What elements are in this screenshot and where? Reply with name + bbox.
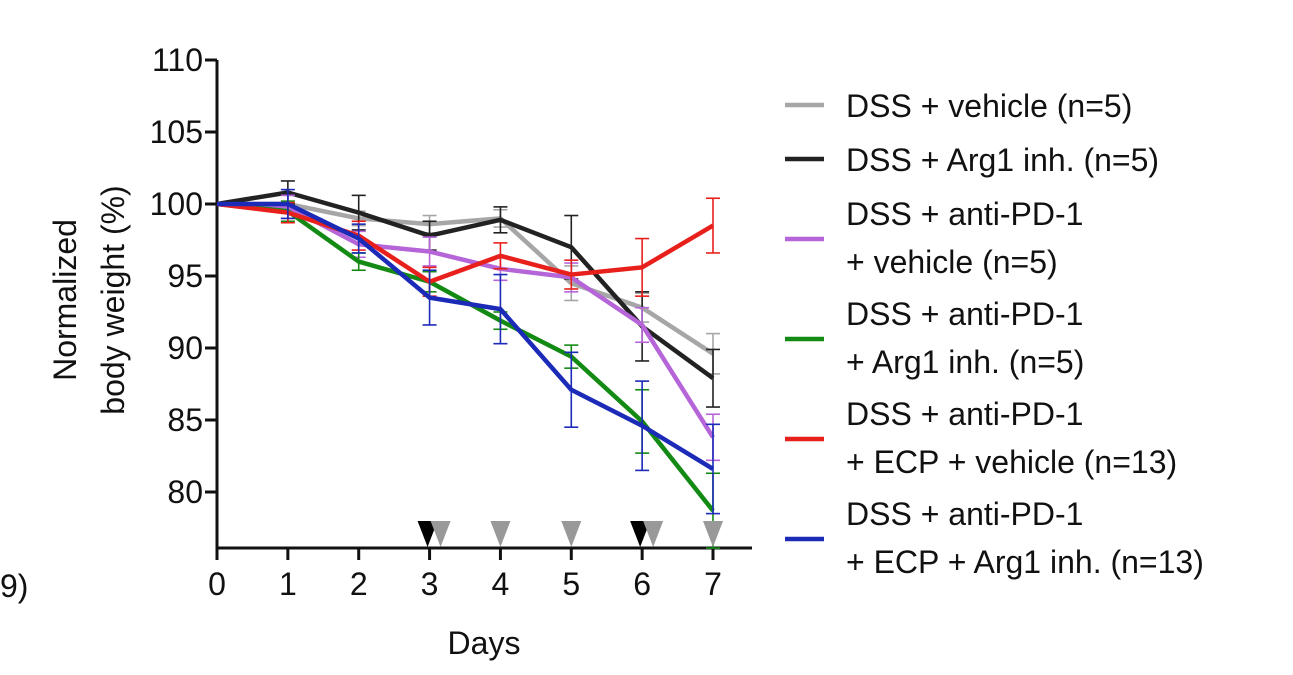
series-line — [216, 201, 715, 439]
gray-triangle-marker — [643, 521, 664, 547]
y-tick-label: 85 — [167, 402, 203, 438]
x-tick-label: 2 — [350, 566, 368, 602]
series-line — [217, 201, 715, 356]
y-tick-label: 90 — [167, 330, 203, 366]
series-4 — [216, 200, 720, 549]
series-layer — [216, 180, 720, 549]
x-tick-label: 0 — [208, 566, 226, 602]
legend-label: DSS + anti-PD-1 — [846, 196, 1083, 232]
black-triangle-marker — [417, 521, 438, 547]
legend-label: DSS + Arg1 inh. (n=5) — [846, 142, 1159, 178]
gray-triangle-marker — [703, 521, 723, 547]
series-3 — [216, 194, 720, 462]
x-axis-title: Days — [448, 625, 521, 661]
cropped-text: 9) — [0, 568, 29, 604]
legend-label: + Arg1 inh. (n=5) — [846, 344, 1084, 380]
y-tick-label: 95 — [167, 258, 203, 294]
y-tick-label: 100 — [150, 186, 203, 222]
x-tick-label: 7 — [704, 566, 722, 602]
legend-label: DSS + vehicle (n=5) — [846, 88, 1132, 124]
y-tick-label: 105 — [150, 114, 203, 150]
series-5 — [216, 197, 720, 297]
series-line — [216, 201, 715, 513]
legend-label: DSS + anti-PD-1 — [846, 396, 1083, 432]
gray-triangle-marker — [430, 521, 451, 547]
y-axis-title-line2: body weight (%) — [95, 185, 131, 414]
x-tick-label: 3 — [421, 566, 439, 602]
x-tick-label: 1 — [279, 566, 297, 602]
legend-label: + ECP + vehicle (n=13) — [846, 444, 1177, 480]
legend-label: + ECP + Arg1 inh. (n=13) — [846, 544, 1204, 580]
legend-label: + vehicle (n=5) — [846, 244, 1058, 280]
x-tick-label: 4 — [492, 566, 510, 602]
axes: 80 85 90 95 100 105 110 0 1 2 3 4 5 6 7 — [150, 42, 752, 602]
series-line — [216, 201, 715, 285]
y-axis-title-line1: Normalized — [47, 219, 83, 381]
black-triangle-marker — [630, 521, 651, 547]
series-line — [217, 201, 715, 471]
x-tick-label: 6 — [633, 566, 651, 602]
gray-triangle-marker — [490, 521, 511, 547]
y-tick-label: 80 — [167, 474, 203, 510]
treatment-markers — [417, 521, 723, 547]
series-6 — [217, 188, 720, 515]
legend: DSS + vehicle (n=5) DSS + Arg1 inh. (n=5)… — [785, 88, 1204, 580]
legend-label: DSS + anti-PD-1 — [846, 496, 1083, 532]
y-tick-label: 110 — [152, 42, 203, 78]
legend-label: DSS + anti-PD-1 — [846, 296, 1083, 332]
gray-triangle-marker — [561, 521, 582, 547]
series-line — [216, 190, 715, 381]
x-tick-label: 5 — [562, 566, 580, 602]
